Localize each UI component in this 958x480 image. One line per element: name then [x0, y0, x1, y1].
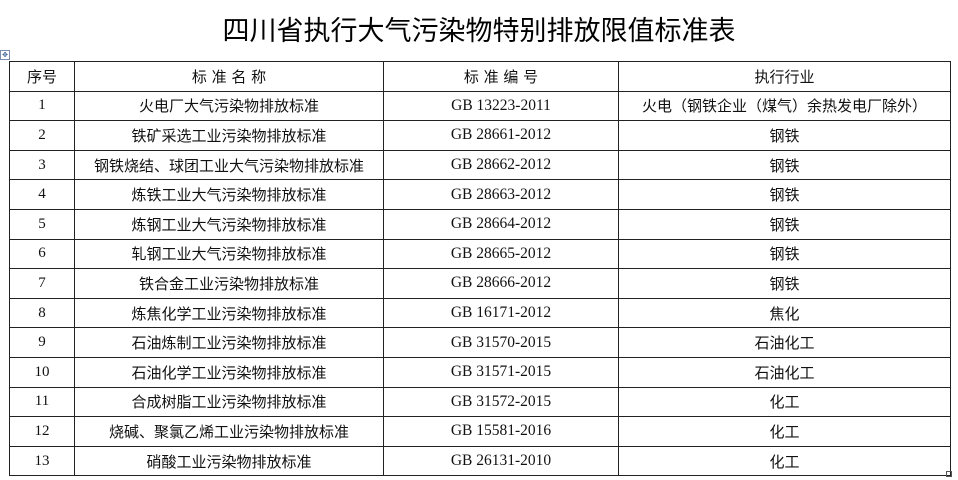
cell-standard-name: 石油化学工业污染物排放标准: [74, 356, 384, 388]
cell-index: 2: [9, 120, 75, 151]
cell-industry: 化工: [618, 386, 951, 418]
table-row: 10 石油化学工业污染物排放标准 GB 31571-2015 石油化工: [9, 356, 951, 388]
cell-standard-code: GB 28665-2012: [383, 238, 619, 270]
cell-industry: 钢铁: [618, 120, 951, 151]
cell-index: 1: [9, 90, 75, 122]
cell-index: 3: [9, 149, 75, 181]
cell-industry: 钢铁: [618, 179, 951, 210]
cell-index: 13: [9, 445, 75, 477]
cell-standard-code: GB 28661-2012: [383, 120, 619, 151]
table-row: 8 炼焦化学工业污染物排放标准 GB 16171-2012 焦化: [9, 297, 951, 329]
cell-index: 11: [9, 386, 75, 418]
cell-standard-name: 轧钢工业大气污染物排放标准: [74, 238, 384, 270]
cell-standard-code: GB 28662-2012: [383, 149, 619, 181]
cell-standard-name: 炼钢工业大气污染物排放标准: [74, 208, 384, 240]
table-row: 7 铁合金工业污染物排放标准 GB 28666-2012 钢铁: [9, 268, 951, 299]
cell-standard-name: 石油炼制工业污染物排放标准: [74, 327, 384, 358]
table-row: 12 烧碱、聚氯乙烯工业污染物排放标准 GB 15581-2016 化工: [9, 416, 951, 447]
cell-standard-code: GB 26131-2010: [383, 445, 619, 477]
cell-index: 9: [9, 327, 75, 358]
cell-standard-code: GB 31571-2015: [383, 356, 619, 388]
cell-standard-code: GB 28666-2012: [383, 268, 619, 299]
cell-standard-code: GB 31570-2015: [383, 327, 619, 358]
cell-industry: 石油化工: [618, 327, 951, 358]
table-row: 3 钢铁烧结、球团工业大气污染物排放标准 GB 28662-2012 钢铁: [9, 149, 951, 181]
cell-standard-code: GB 16171-2012: [383, 297, 619, 329]
cell-standard-name: 烧碱、聚氯乙烯工业污染物排放标准: [74, 416, 384, 447]
cell-standard-code: GB 13223-2011: [383, 90, 619, 122]
cell-standard-name: 硝酸工业污染物排放标准: [74, 445, 384, 477]
cell-index: 8: [9, 297, 75, 329]
cell-index: 10: [9, 356, 75, 388]
cell-industry: 钢铁: [618, 268, 951, 299]
cell-standard-name: 合成树脂工业污染物排放标准: [74, 386, 384, 418]
header-standard-code: 标 准 编 号: [383, 61, 619, 92]
cell-index: 12: [9, 416, 75, 447]
header-industry: 执行行业: [618, 61, 951, 92]
cell-index: 7: [9, 268, 75, 299]
cell-industry: 火电（钢铁企业（煤气）余热发电厂除外）: [618, 90, 951, 122]
page-title: 四川省执行大气污染物特别排放限值标准表: [222, 16, 736, 47]
cell-industry: 钢铁: [618, 208, 951, 240]
header-standard-name: 标 准 名 称: [74, 61, 384, 92]
table-header-row: 序号 标 准 名 称 标 准 编 号 执行行业: [9, 61, 951, 92]
cell-industry: 化工: [618, 445, 951, 477]
standards-table: 序号 标 准 名 称 标 准 编 号 执行行业 1 火电厂大气污染物排放标准 GB …: [9, 61, 951, 477]
header-index: 序号: [9, 61, 75, 92]
table-row: 5 炼钢工业大气污染物排放标准 GB 28664-2012 钢铁: [9, 208, 951, 240]
cell-standard-name: 火电厂大气污染物排放标准: [74, 90, 384, 122]
cell-index: 5: [9, 208, 75, 240]
table-row: 9 石油炼制工业污染物排放标准 GB 31570-2015 石油化工: [9, 327, 951, 358]
cell-standard-name: 铁合金工业污染物排放标准: [74, 268, 384, 299]
cell-standard-name: 钢铁烧结、球团工业大气污染物排放标准: [74, 149, 384, 181]
table-row: 13 硝酸工业污染物排放标准 GB 26131-2010 化工: [9, 445, 951, 477]
cell-standard-name: 炼铁工业大气污染物排放标准: [74, 179, 384, 210]
table-row: 2 铁矿采选工业污染物排放标准 GB 28661-2012 钢铁: [9, 120, 951, 151]
table-resize-handle[interactable]: [946, 471, 952, 477]
table-row: 4 炼铁工业大气污染物排放标准 GB 28663-2012 钢铁: [9, 179, 951, 210]
cell-industry: 化工: [618, 416, 951, 447]
cell-standard-code: GB 15581-2016: [383, 416, 619, 447]
cell-standard-code: GB 28663-2012: [383, 179, 619, 210]
cell-standard-code: GB 31572-2015: [383, 386, 619, 418]
cell-industry: 石油化工: [618, 356, 951, 388]
cell-index: 4: [9, 179, 75, 210]
table-row: 11 合成树脂工业污染物排放标准 GB 31572-2015 化工: [9, 386, 951, 418]
cell-standard-code: GB 28664-2012: [383, 208, 619, 240]
table-row: 1 火电厂大气污染物排放标准 GB 13223-2011 火电（钢铁企业（煤气）余热发…: [9, 90, 951, 122]
cell-standard-name: 铁矿采选工业污染物排放标准: [74, 120, 384, 151]
cell-industry: 钢铁: [618, 149, 951, 181]
cell-standard-name: 炼焦化学工业污染物排放标准: [74, 297, 384, 329]
cell-index: 6: [9, 238, 75, 270]
table-move-handle-icon[interactable]: ✥: [0, 50, 10, 60]
cell-industry: 焦化: [618, 297, 951, 329]
cell-industry: 钢铁: [618, 238, 951, 270]
table-row: 6 轧钢工业大气污染物排放标准 GB 28665-2012 钢铁: [9, 238, 951, 270]
